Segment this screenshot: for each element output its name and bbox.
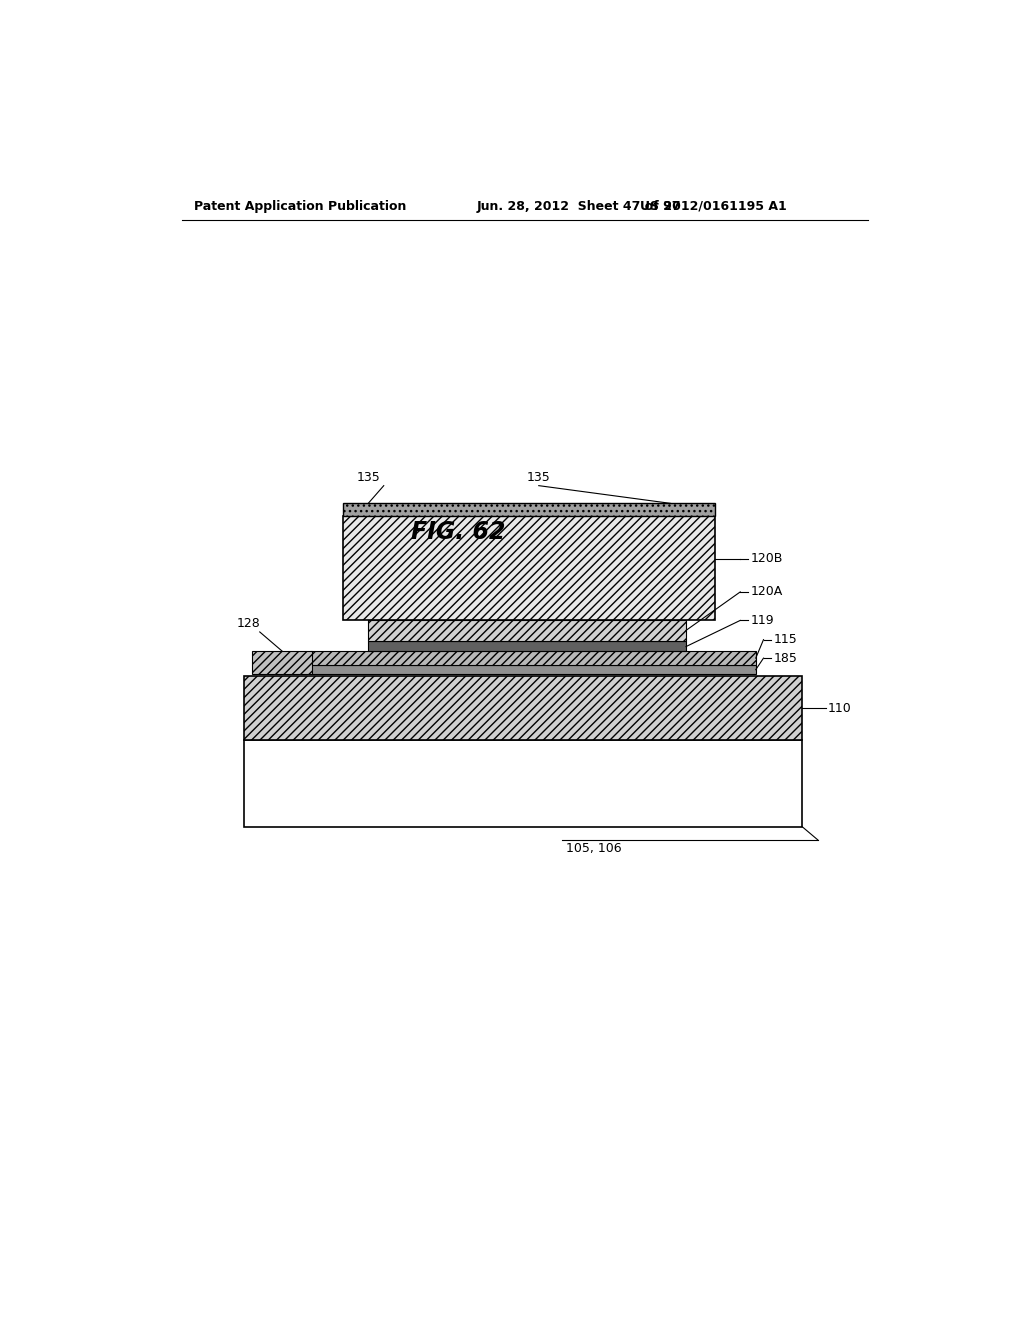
Text: 120B: 120B [751, 552, 782, 565]
Text: Jun. 28, 2012  Sheet 47 of 97: Jun. 28, 2012 Sheet 47 of 97 [477, 199, 681, 213]
Text: 128: 128 [237, 616, 260, 630]
Bar [343, 516, 716, 620]
Bar [310, 651, 756, 665]
Text: Patent Application Publication: Patent Application Publication [194, 199, 407, 213]
Bar [252, 651, 312, 675]
Bar [369, 642, 686, 651]
Text: 119: 119 [751, 614, 774, 627]
Text: 105, 106: 105, 106 [566, 842, 622, 855]
Bar [245, 676, 802, 739]
Text: FIG. 62: FIG. 62 [411, 520, 506, 544]
Text: 135: 135 [356, 471, 380, 484]
Bar [343, 503, 716, 516]
Text: 185: 185 [773, 652, 798, 665]
Bar [245, 739, 802, 826]
Text: 135: 135 [527, 471, 551, 484]
Text: 110: 110 [827, 702, 852, 714]
Text: 115: 115 [773, 634, 798, 647]
Text: 120A: 120A [751, 585, 782, 598]
Bar [310, 665, 756, 675]
Bar [369, 620, 686, 642]
Text: US 2012/0161195 A1: US 2012/0161195 A1 [640, 199, 786, 213]
